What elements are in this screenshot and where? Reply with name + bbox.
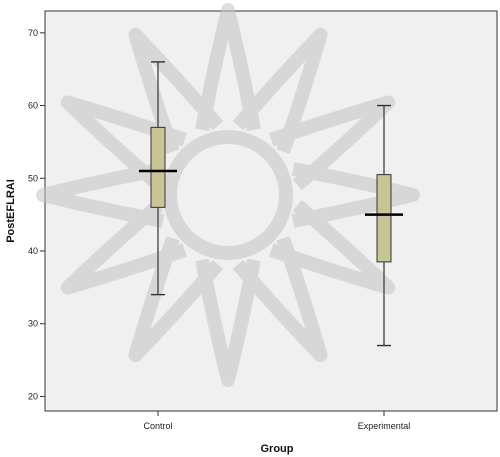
x-axis: Control Experimental [143,411,410,431]
x-tick-label: Control [143,421,172,431]
watermark-petal [36,162,165,228]
y-tick-label: 70 [28,28,38,38]
y-tick-label: 20 [28,391,38,401]
x-tick-label: Experimental [358,421,411,431]
box-experimental [365,104,403,347]
watermark-petal [60,95,188,191]
x-axis-title: Group [261,443,294,455]
watermark-petal [268,199,396,295]
watermark-petal [60,199,188,295]
watermark-petal [291,162,420,228]
watermark-petal [128,27,224,155]
watermark [36,3,420,387]
watermark-petal [232,235,328,363]
watermark-petal [195,258,261,387]
y-axis-title: PostEFLRAI [5,179,17,243]
y-tick-label: 40 [28,246,38,256]
boxes [139,61,403,347]
y-axis: 20 30 40 50 60 70 [28,28,45,401]
watermark-petal [232,27,328,155]
watermark-petal [128,235,224,363]
y-tick-label: 60 [28,101,38,111]
iqr-box [376,174,392,263]
watermark-petal [195,3,261,132]
y-tick-label: 30 [28,319,38,329]
watermark-petal [268,95,396,191]
box-control [139,61,177,296]
iqr-box [150,126,166,208]
y-tick-label: 50 [28,173,38,183]
